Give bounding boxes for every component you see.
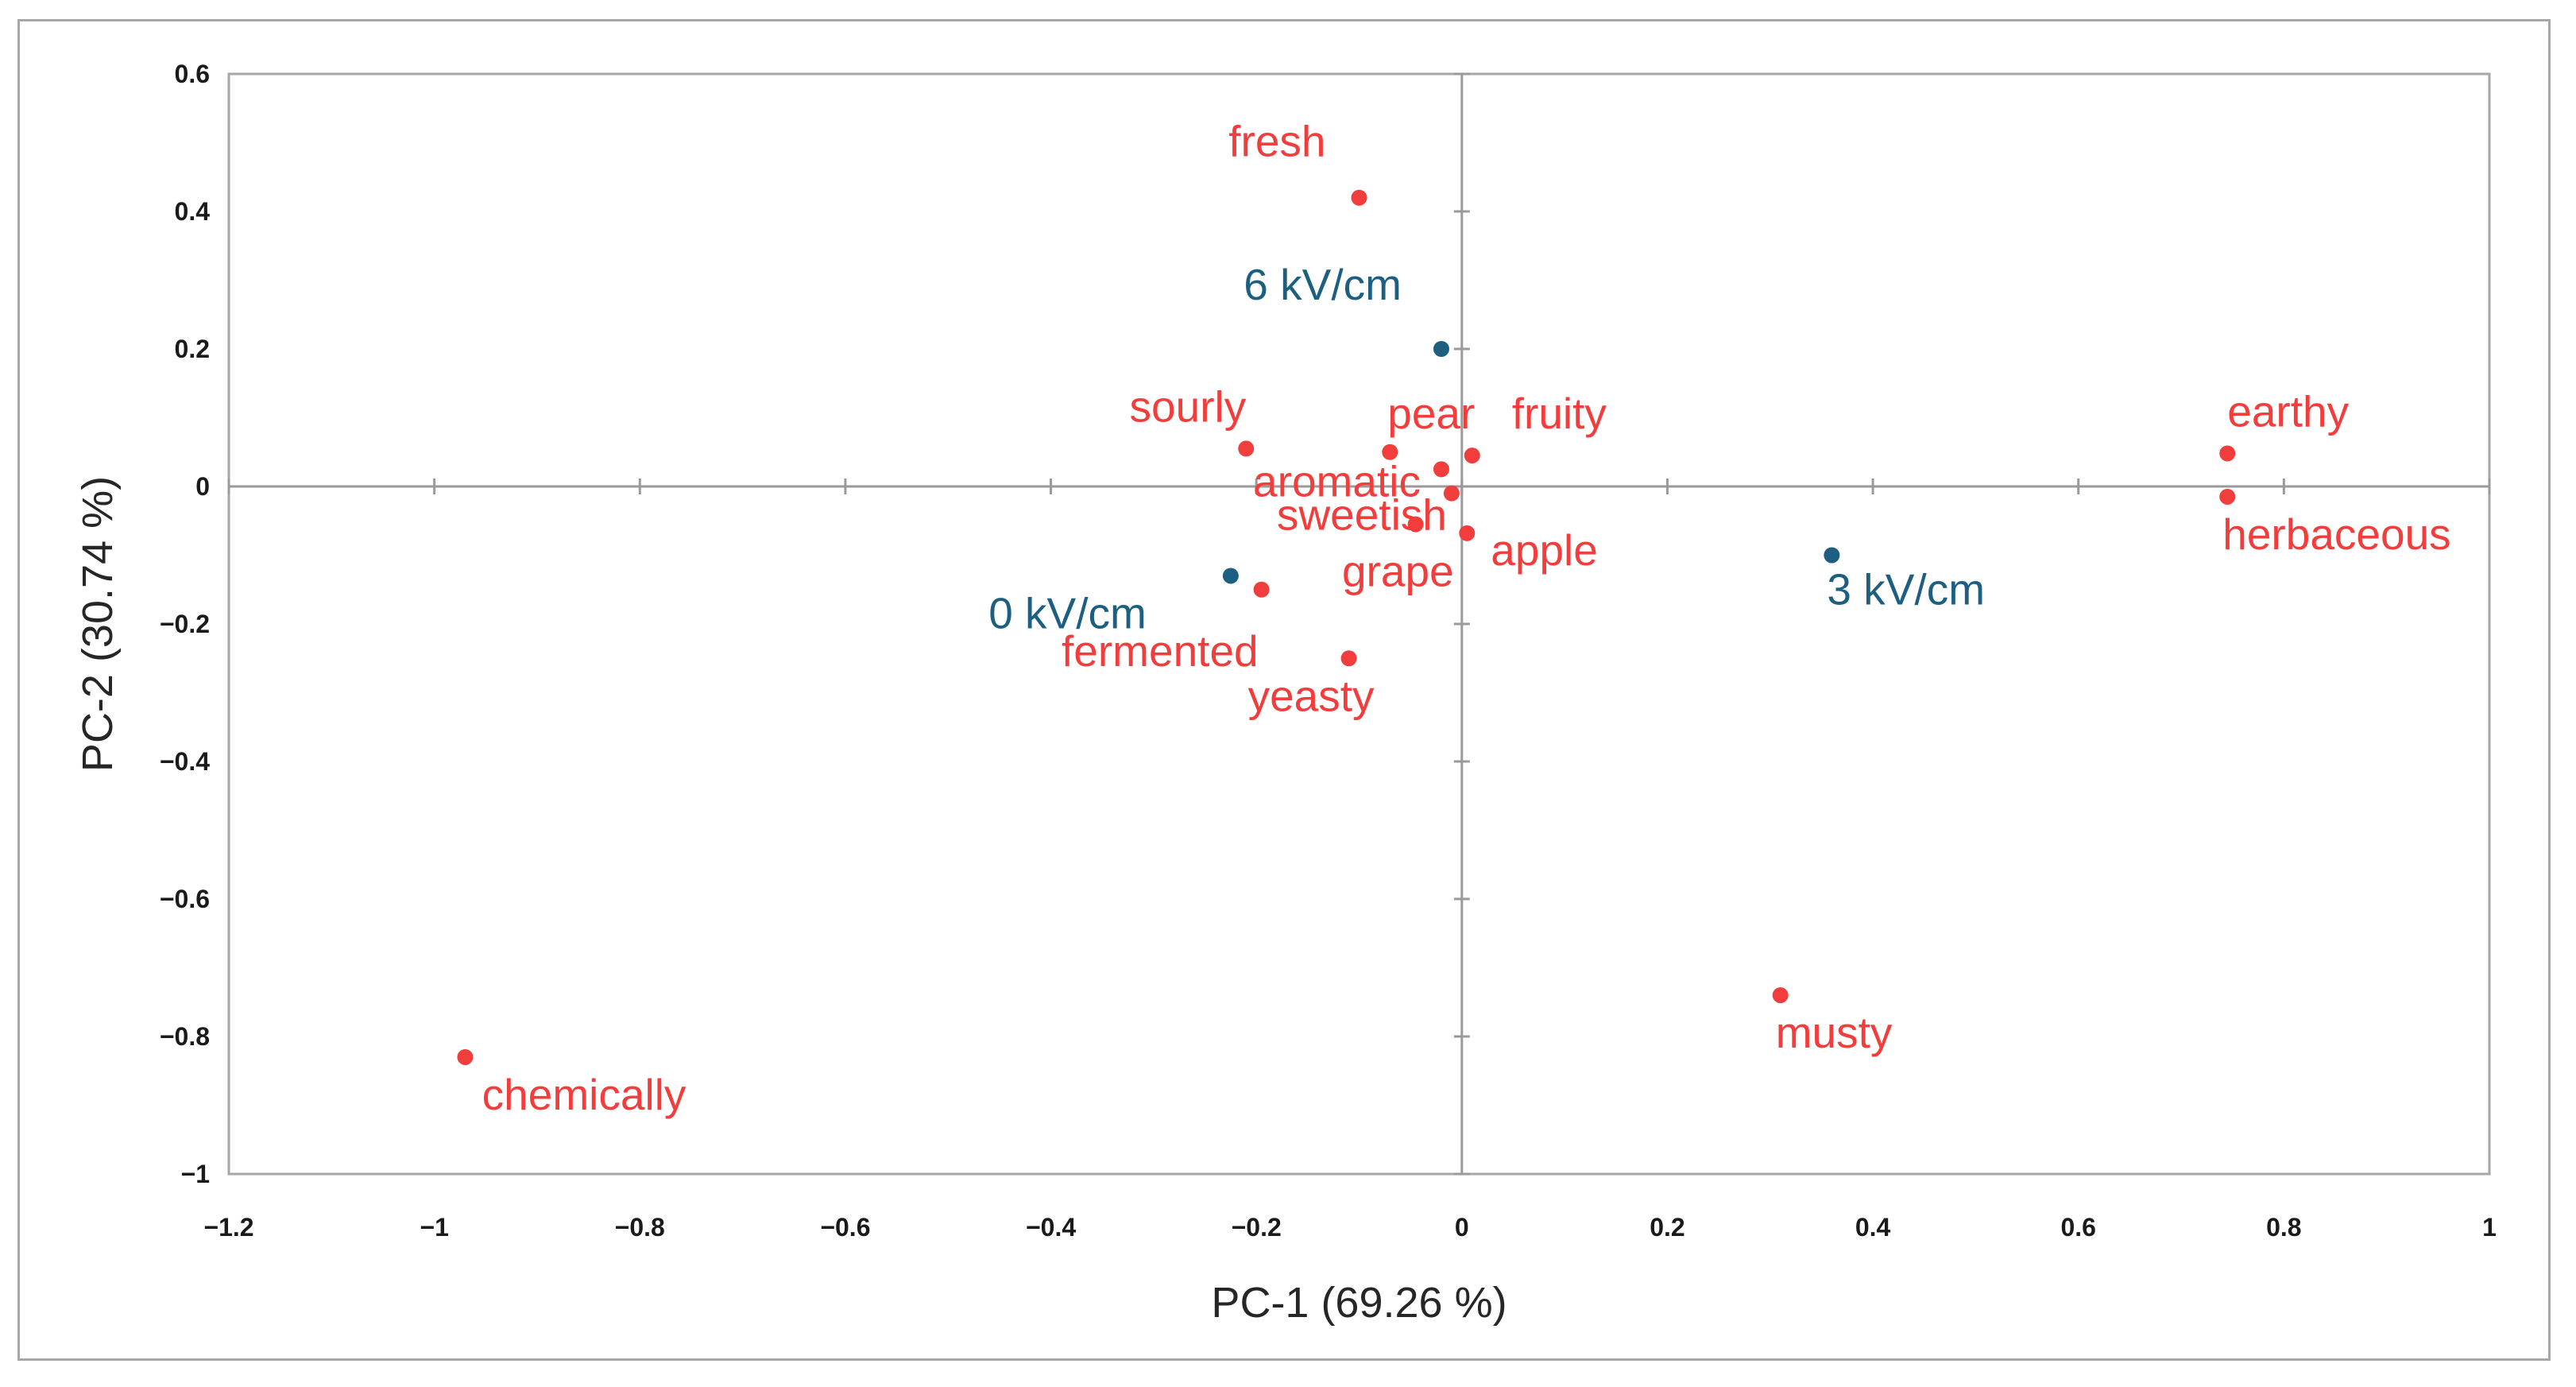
point-pear bbox=[1382, 444, 1398, 460]
point-label: 0 kV/cm bbox=[988, 588, 1147, 637]
point-fermented bbox=[1253, 581, 1270, 598]
x-axis-title: PC-1 (69.26 %) bbox=[1211, 1279, 1507, 1327]
point-label: 3 kV/cm bbox=[1827, 565, 1985, 614]
axes-layer bbox=[227, 72, 2491, 1176]
point-label: grape bbox=[1342, 547, 1454, 596]
x-tick-label: −0.4 bbox=[1026, 1213, 1076, 1242]
point-musty bbox=[1772, 987, 1789, 1004]
x-tick-label: −1.2 bbox=[203, 1213, 253, 1242]
tick-labels: −1.2 −1 −0.8 −0.6 −0.4 −0.2 0 0.2 0.4 0.6 0.8 1 −1 −0… bbox=[160, 60, 2497, 1242]
point-3-kv-cm bbox=[1824, 547, 1840, 564]
point-label: sourly bbox=[1130, 382, 1247, 431]
point-label: sweetish bbox=[1277, 490, 1447, 540]
y-tick-label: 0 bbox=[195, 472, 210, 501]
y-tick-label: 0.6 bbox=[175, 60, 210, 88]
y-tick-label: −0.8 bbox=[160, 1022, 210, 1051]
y-tick-label: 0.4 bbox=[175, 197, 211, 226]
point-grape bbox=[1407, 516, 1424, 533]
point-sourly bbox=[1238, 440, 1255, 457]
x-tick-label: 0.2 bbox=[1650, 1213, 1684, 1242]
point-aromatic bbox=[1433, 461, 1449, 478]
pca-biplot: −1.2 −1 −0.8 −0.6 −0.4 −0.2 0 0.2 0.4 0.6 0.8 1 −1 −0… bbox=[74, 60, 2497, 1327]
x-tick-label: 0.6 bbox=[2060, 1213, 2095, 1242]
point-label: fermented bbox=[1062, 626, 1259, 676]
point-label: musty bbox=[1776, 1008, 1893, 1057]
y-tick-label: −0.2 bbox=[160, 610, 210, 638]
point-label: earthy bbox=[2227, 386, 2349, 436]
point-label: herbaceous bbox=[2222, 509, 2450, 559]
y-axis-title: PC-2 (30.74 %) bbox=[74, 476, 122, 772]
y-tick-label: −0.4 bbox=[160, 747, 210, 776]
point-sweetish bbox=[1443, 485, 1460, 502]
point-0-kv-cm bbox=[1222, 568, 1239, 584]
x-tick-label: 1 bbox=[2482, 1213, 2497, 1242]
point-label: fruity bbox=[1512, 389, 1607, 438]
point-label: chemically bbox=[482, 1070, 687, 1119]
point-label: 6 kV/cm bbox=[1244, 260, 1402, 309]
x-tick-label: −0.2 bbox=[1232, 1213, 1282, 1242]
point-label: fresh bbox=[1228, 117, 1325, 166]
data-points bbox=[457, 189, 2236, 1065]
point-label: aromatic bbox=[1253, 456, 1421, 506]
point-yeasty bbox=[1340, 650, 1357, 667]
point-fresh bbox=[1351, 189, 1367, 206]
point-herbaceous bbox=[2219, 488, 2236, 505]
y-tick-label: 0.2 bbox=[175, 335, 210, 363]
x-tick-label: −0.8 bbox=[615, 1213, 665, 1242]
point-chemically bbox=[457, 1048, 474, 1065]
x-tick-label: −0.6 bbox=[820, 1213, 870, 1242]
point-fruity bbox=[1464, 447, 1480, 464]
y-tick-label: −0.6 bbox=[160, 885, 210, 913]
x-tick-label: 0.8 bbox=[2266, 1213, 2301, 1242]
chart-frame: −1.2 −1 −0.8 −0.6 −0.4 −0.2 0 0.2 0.4 0.6 0.8 1 −1 −0… bbox=[17, 19, 2551, 1361]
x-tick-label: 0 bbox=[1455, 1213, 1469, 1242]
point-label: yeasty bbox=[1248, 671, 1375, 720]
point-label: apple bbox=[1491, 525, 1598, 575]
x-tick-label: 0.4 bbox=[1855, 1213, 1891, 1242]
plot-area-border bbox=[227, 72, 2491, 1176]
point-earthy bbox=[2219, 445, 2236, 462]
x-tick-label: −1 bbox=[420, 1213, 448, 1242]
y-tick-label: −1 bbox=[181, 1160, 210, 1188]
point-label: pear bbox=[1387, 389, 1475, 438]
point-6-kv-cm bbox=[1433, 341, 1449, 357]
point-apple bbox=[1459, 525, 1476, 541]
